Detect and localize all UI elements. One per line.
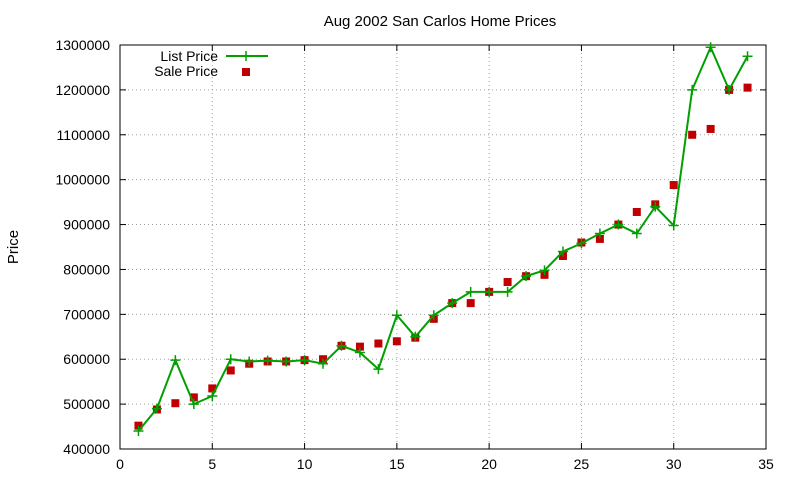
y-axis-title: Price <box>5 230 22 264</box>
plot-frame <box>119 44 767 450</box>
list-price-point <box>262 355 273 366</box>
list-price-point <box>207 391 218 402</box>
y-tick-label: 800000 <box>63 261 110 277</box>
sale-price-point <box>355 342 364 351</box>
legend-label-list-price: List Price <box>160 48 218 64</box>
list-price-point <box>391 310 402 321</box>
x-tick-label: 15 <box>389 456 405 472</box>
list-price-point <box>502 286 513 297</box>
x-tick-label: 5 <box>208 456 216 472</box>
sale-price-point <box>134 421 143 430</box>
list-price-point <box>373 364 384 375</box>
list-price-point <box>687 84 698 95</box>
sale-price-point <box>466 299 475 308</box>
sale-price-point <box>706 124 715 133</box>
x-tick-label: 25 <box>574 456 590 472</box>
sale-price-point <box>503 278 512 287</box>
legend-label-sale-price: Sale Price <box>154 63 218 79</box>
x-tick-label: 30 <box>666 456 682 472</box>
list-price-point <box>133 426 144 437</box>
y-tick-label: 400000 <box>63 441 110 457</box>
list-price-point <box>631 228 642 239</box>
list-price-point <box>170 355 181 366</box>
legend: List Price Sale Price <box>154 48 268 79</box>
list-price-point <box>318 358 329 369</box>
list-price-point <box>650 201 661 212</box>
list-price-point <box>724 84 735 95</box>
y-tick-label: 500000 <box>63 396 110 412</box>
x-tick-label: 10 <box>297 456 313 472</box>
sale-price-point <box>595 234 604 243</box>
list-price-point <box>336 340 347 351</box>
sale-price-point <box>226 366 235 375</box>
tick-labels: 0 5 10 15 20 25 30 35 400000 500000 600000 700000 80… <box>55 37 774 472</box>
list-price-point <box>281 356 292 367</box>
list-price-point <box>188 399 199 410</box>
sale-price-point <box>171 399 180 408</box>
legend-marker-sale-price <box>242 68 250 76</box>
sale-price-point <box>743 83 752 92</box>
list-price-point <box>151 403 162 414</box>
list-price-point <box>742 51 753 62</box>
list-price-point <box>244 356 255 367</box>
list-price-point <box>225 354 236 365</box>
chart-title: Aug 2002 San Carlos Home Prices <box>324 13 557 30</box>
list-price-point <box>447 298 458 309</box>
list-price-point <box>299 355 310 366</box>
y-tick-label: 1200000 <box>55 82 110 98</box>
list-price-point <box>705 42 716 53</box>
sale-price-point <box>208 384 217 393</box>
list-price-point <box>354 347 365 358</box>
sale-price-point <box>189 393 198 402</box>
x-tick-label: 20 <box>481 456 497 472</box>
sale-price-point <box>392 337 401 346</box>
y-tick-label: 1000000 <box>55 172 110 188</box>
list-price-point <box>539 265 550 276</box>
y-tick-label: 1300000 <box>55 37 110 53</box>
list-price-point <box>465 286 476 297</box>
list-price-point <box>428 310 439 321</box>
list-price-point <box>576 238 587 249</box>
sale-price-point <box>374 339 383 348</box>
list-price-point <box>484 286 495 297</box>
sale-price-point <box>632 207 641 216</box>
x-tick-label: 35 <box>758 456 774 472</box>
y-tick-label: 1100000 <box>57 127 111 143</box>
x-tick-label: 0 <box>116 456 124 472</box>
list-price-point <box>594 228 605 239</box>
list-price-point <box>410 331 421 342</box>
legend-marker-list-price <box>241 51 251 61</box>
y-tick-label: 700000 <box>63 306 110 322</box>
data-series <box>133 42 753 437</box>
list-price-point <box>613 219 624 230</box>
list-price-point <box>557 246 568 257</box>
list-price-point <box>668 220 679 231</box>
y-tick-label: 600000 <box>63 351 110 367</box>
list-price-point <box>521 271 532 282</box>
y-tick-label: 900000 <box>63 217 110 233</box>
sale-price-point <box>688 130 697 139</box>
grid-lines <box>120 45 766 449</box>
sale-price-point <box>669 181 678 190</box>
list-price-line <box>137 44 749 432</box>
